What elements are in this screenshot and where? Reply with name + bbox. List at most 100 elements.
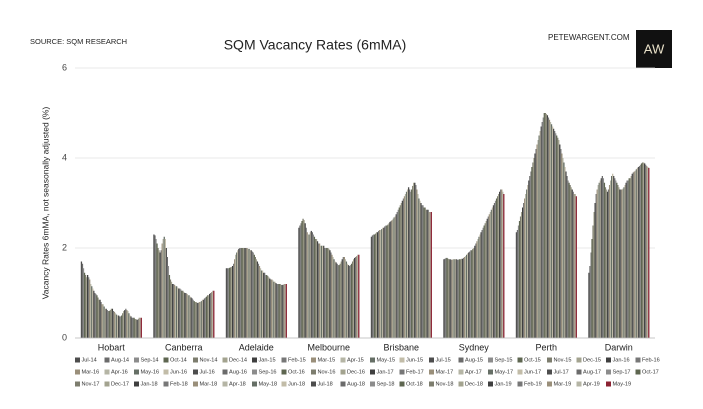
bar (456, 259, 459, 338)
bar (627, 180, 629, 338)
bar (540, 126, 542, 338)
legend-swatch (606, 381, 611, 387)
legend-label: Jul-17 (554, 369, 569, 375)
bar (626, 180, 628, 338)
chart-title: SQM Vacancy Rates (6mMA) (224, 37, 407, 53)
bar (86, 275, 89, 338)
bar (569, 185, 571, 338)
x-tick-label: Perth (535, 342, 557, 352)
bar (638, 166, 641, 338)
legend-label: Feb-15 (288, 357, 306, 363)
legend-swatch (399, 357, 405, 363)
bar (303, 220, 305, 338)
bar (592, 225, 594, 338)
legend-swatch (547, 381, 552, 387)
bar (533, 158, 535, 338)
bar (372, 234, 375, 338)
bar (274, 281, 276, 338)
legend-swatch (193, 357, 198, 363)
bar (157, 248, 159, 338)
legend-label: Feb-19 (524, 381, 542, 387)
bar (121, 315, 123, 338)
bar (90, 284, 92, 338)
bar (117, 315, 120, 338)
bar (311, 232, 314, 338)
bar (241, 248, 243, 338)
bar (92, 288, 94, 338)
bar (181, 290, 183, 338)
bar (426, 209, 428, 338)
bar (615, 180, 617, 338)
bar (114, 313, 117, 338)
legend-swatch (399, 381, 405, 387)
bar (341, 259, 343, 338)
legend-swatch (252, 369, 257, 375)
bar (606, 191, 609, 338)
legend-label: Jun-17 (524, 369, 541, 375)
bar (158, 250, 160, 338)
bar (101, 304, 103, 338)
bar (307, 234, 309, 338)
bar (228, 267, 231, 338)
legend-label: Aug-17 (583, 369, 601, 375)
bar (85, 277, 88, 338)
bar (118, 316, 121, 338)
bar (185, 293, 187, 338)
bar (334, 261, 336, 338)
bar (590, 252, 592, 338)
bar (243, 248, 245, 338)
legend-label: Feb-17 (406, 369, 424, 375)
bar (277, 284, 279, 338)
bar (280, 284, 282, 338)
bar (166, 257, 169, 338)
bar (309, 232, 311, 338)
bar (342, 257, 344, 338)
bar (575, 196, 577, 338)
bar (244, 248, 246, 338)
legend-label: Aug-14 (111, 357, 129, 363)
bar (159, 252, 161, 338)
legend-swatch (488, 381, 493, 387)
bar (452, 259, 454, 338)
bar (312, 234, 315, 338)
bar (402, 198, 405, 338)
bar (116, 315, 119, 338)
bar (565, 171, 567, 338)
bar (238, 248, 240, 338)
bar (639, 164, 642, 338)
legend-label: Sep-16 (259, 369, 277, 375)
bar (383, 227, 385, 338)
bar (548, 119, 551, 338)
bar (189, 296, 191, 338)
bar (604, 187, 607, 338)
bar (281, 284, 283, 338)
bar (550, 124, 553, 338)
bar (568, 182, 570, 338)
bar (252, 252, 254, 338)
bar (322, 245, 324, 338)
legend-label: Apr-17 (465, 369, 482, 375)
bar (133, 317, 135, 338)
bar (398, 207, 400, 338)
bar (537, 140, 539, 338)
legend-swatch (104, 369, 110, 375)
bar (135, 319, 137, 338)
legend-swatch (252, 381, 257, 387)
bar (370, 236, 373, 338)
bar (490, 209, 493, 338)
bar (447, 258, 449, 338)
bar (574, 194, 576, 338)
bar (263, 272, 266, 338)
bar (340, 261, 342, 338)
legend-swatch (75, 357, 80, 363)
bar (106, 310, 108, 338)
legend-swatch (429, 369, 434, 375)
bar (640, 163, 643, 338)
bar (242, 248, 244, 338)
bar (206, 295, 209, 338)
bar (401, 200, 404, 338)
legend-swatch (222, 357, 228, 363)
legend-swatch (635, 369, 641, 375)
bar (351, 261, 354, 338)
legend-label: Feb-18 (170, 381, 188, 387)
